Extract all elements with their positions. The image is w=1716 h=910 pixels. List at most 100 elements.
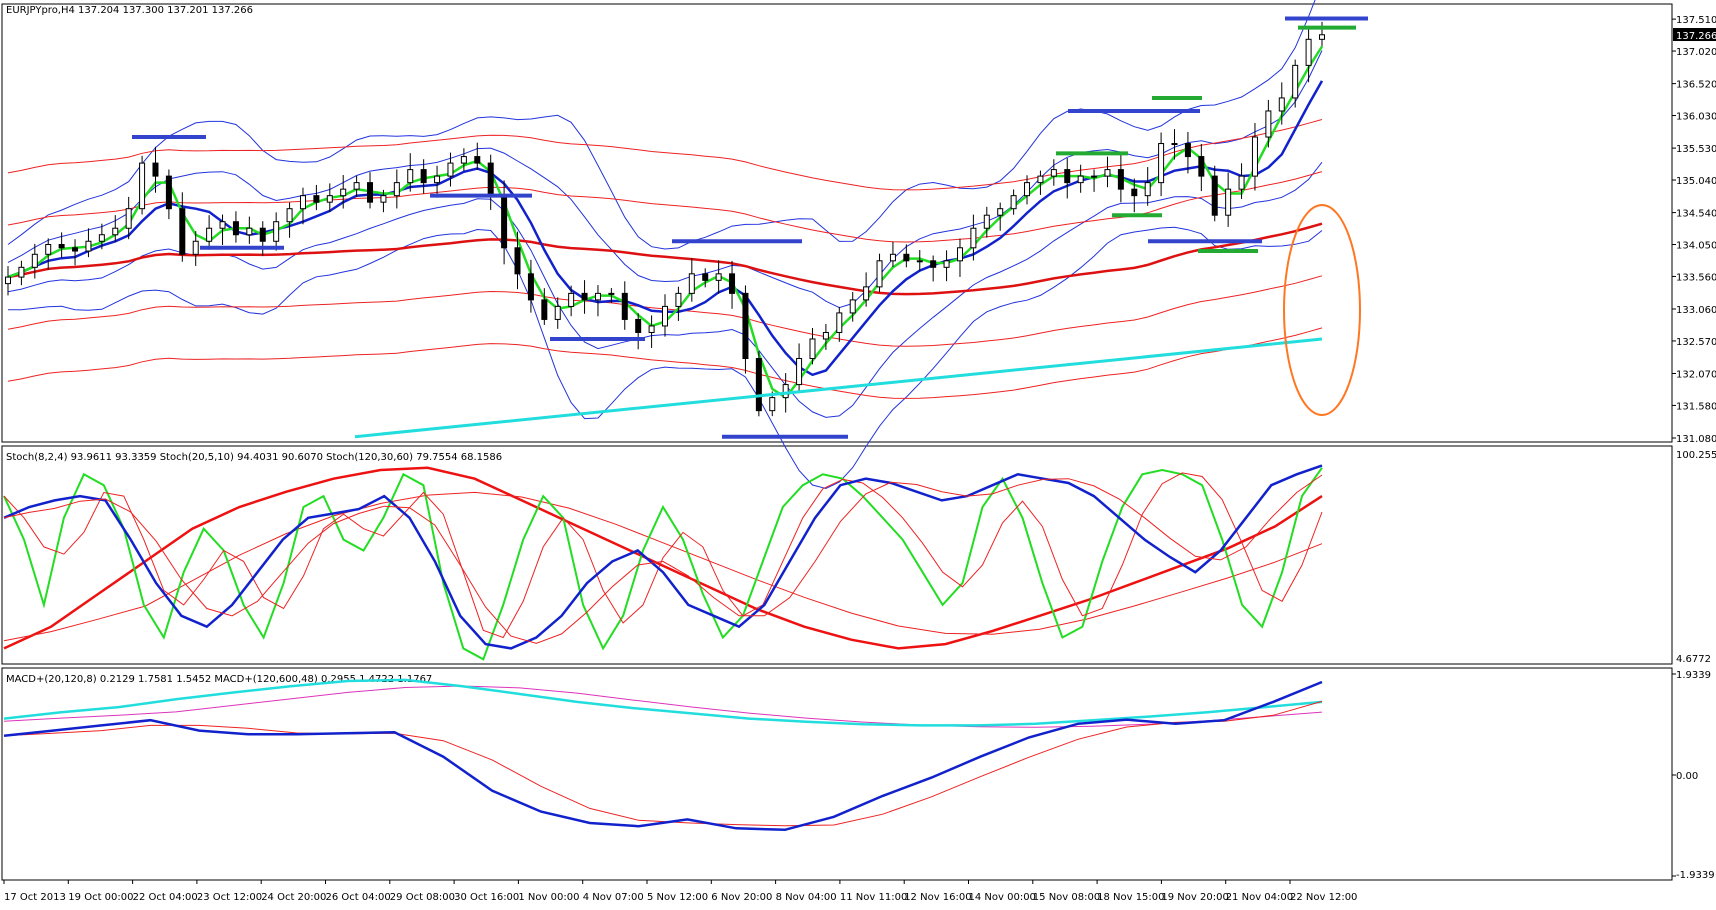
candle-body — [782, 384, 789, 399]
candle — [259, 221, 266, 256]
candle-body — [849, 299, 856, 314]
candle — [367, 172, 374, 209]
candle — [594, 285, 601, 317]
macd-y-tick-label: 1.9339 — [1676, 670, 1711, 681]
candle — [997, 202, 1004, 231]
red-ma-line — [7, 222, 1323, 296]
x-tick-label: 23 Oct 12:00 — [197, 892, 262, 903]
candle-body — [889, 253, 896, 262]
candle — [340, 175, 347, 209]
candle — [192, 231, 199, 266]
candle-body — [688, 273, 695, 294]
candle — [1211, 165, 1218, 222]
candle-body — [125, 208, 132, 229]
candle-body — [1144, 182, 1151, 197]
candle — [393, 169, 400, 209]
x-tick-label: 30 Oct 16:00 — [454, 892, 519, 903]
bb-upper-inner-line — [7, 50, 1323, 309]
candle-body — [232, 221, 239, 236]
candle-body — [165, 175, 172, 210]
candle-body — [796, 358, 803, 386]
y-tick-label: 136.520 — [1676, 80, 1716, 91]
macd-slow-line — [3, 678, 1323, 727]
candle — [5, 266, 11, 296]
orange-ellipse-annotation — [1283, 204, 1361, 416]
candle — [608, 288, 615, 303]
candle-body — [72, 247, 79, 252]
x-tick-label: 18 Nov 15:00 — [1097, 892, 1164, 903]
candle — [1077, 164, 1084, 193]
candle-body — [769, 397, 776, 412]
candle-body — [635, 318, 642, 333]
candle-body — [447, 162, 454, 177]
candle-body — [675, 292, 682, 307]
candle — [420, 159, 427, 194]
candle-body — [1104, 169, 1111, 177]
x-tick-label: 12 Nov 16:00 — [904, 892, 971, 903]
x-tick-label: 24 Oct 20:00 — [261, 892, 326, 903]
candle-body — [367, 182, 374, 203]
candle-body — [970, 227, 977, 249]
x-tick-label: 22 Oct 04:00 — [133, 892, 198, 903]
red-envelope-2 — [7, 171, 1323, 243]
candle-body — [460, 156, 467, 164]
candle — [98, 223, 105, 250]
candle — [1037, 170, 1044, 195]
bb-lower-line — [8, 226, 1323, 490]
candle — [568, 285, 575, 317]
candle — [474, 142, 481, 170]
candle-body — [286, 208, 293, 223]
candle — [139, 155, 146, 215]
candle-body — [1211, 175, 1218, 216]
candle — [1225, 172, 1232, 227]
candle — [380, 189, 387, 213]
candle — [983, 206, 990, 238]
candle — [675, 286, 682, 321]
candle-body — [326, 195, 333, 203]
candle — [648, 315, 655, 348]
candle-body — [1077, 175, 1084, 184]
candle — [72, 239, 79, 266]
candle — [299, 187, 306, 225]
candle — [179, 192, 186, 262]
candle — [206, 215, 213, 250]
candle-body — [863, 286, 870, 301]
candle — [956, 238, 963, 277]
x-tick-label: 17 Oct 2013 — [4, 892, 66, 903]
candle-body — [1171, 143, 1178, 146]
y-tick-label: 134.050 — [1676, 241, 1716, 252]
stoch-slow-line — [3, 466, 1323, 650]
candle-body — [219, 221, 226, 229]
candle — [85, 228, 92, 258]
candle-body — [527, 273, 534, 301]
candle — [1265, 99, 1272, 148]
candle — [1144, 167, 1151, 206]
candle — [554, 297, 561, 329]
candle-body — [1238, 175, 1245, 190]
candle-body — [58, 244, 65, 249]
candle — [1064, 158, 1071, 199]
candle — [219, 214, 226, 246]
x-tick-label: 14 Nov 00:00 — [969, 892, 1036, 903]
candle-body — [956, 247, 963, 262]
candle-body — [1131, 188, 1138, 197]
y-tick-label: 133.560 — [1676, 272, 1716, 283]
candle-body — [1225, 188, 1232, 216]
x-tick-label: 11 Nov 11:00 — [840, 892, 907, 903]
candle — [876, 253, 883, 293]
candle — [407, 153, 414, 192]
candle-body — [1319, 34, 1325, 40]
red-envelope-1 — [7, 119, 1323, 191]
x-tick-label: 22 Nov 12:00 — [1290, 892, 1357, 903]
candle — [514, 231, 521, 290]
current-price-box — [1673, 28, 1716, 42]
candle — [326, 183, 333, 213]
candle — [755, 351, 762, 417]
candle-body — [1091, 175, 1098, 178]
candle-body — [407, 169, 414, 184]
candle-body — [393, 182, 400, 197]
candle — [1171, 129, 1178, 160]
candle — [246, 216, 253, 244]
candle — [125, 196, 132, 240]
candle — [112, 215, 119, 242]
